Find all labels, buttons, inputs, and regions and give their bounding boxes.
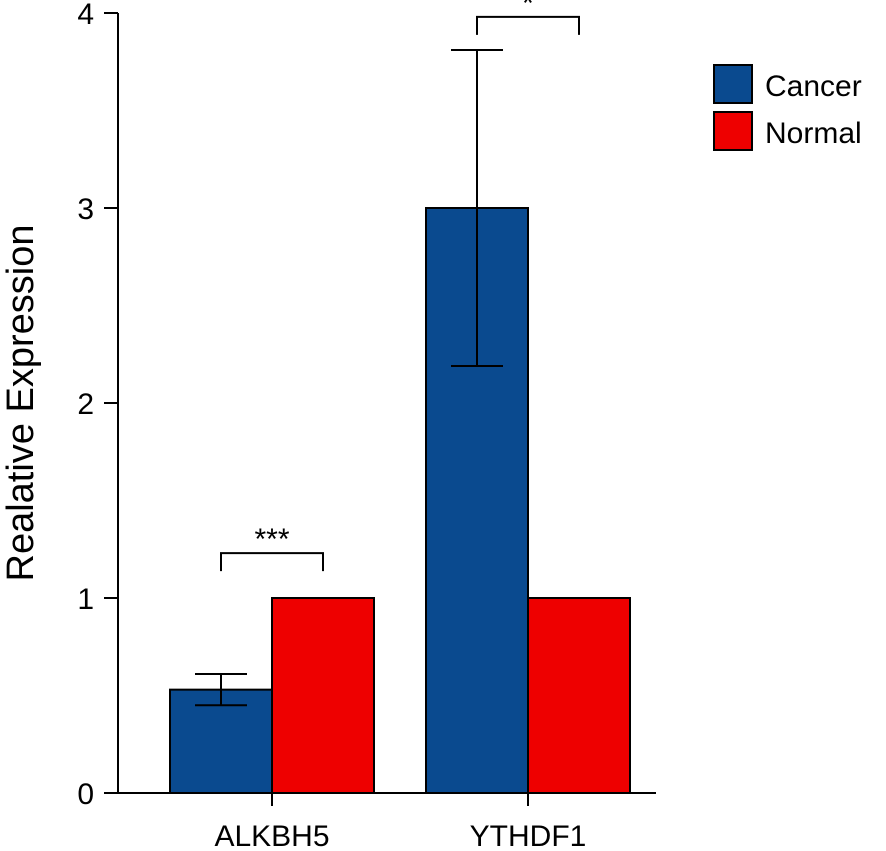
legend-swatch-normal: [713, 111, 753, 151]
legend-label-cancer: Cancer: [765, 70, 862, 103]
significance-bracket: [476, 15, 580, 35]
significance-brackets: ****: [220, 0, 580, 572]
significance-label: *: [522, 0, 534, 20]
y-tick-label: 0: [77, 778, 94, 811]
y-tick-label: 2: [77, 388, 94, 421]
x-tick-label: ALKBH5: [214, 820, 329, 851]
legend-swatch-cancer: [713, 64, 753, 104]
legend: Cancer Normal: [713, 64, 862, 151]
axes: 0 1 2 3 4 ALKBH5 YTHDF1: [77, 0, 656, 851]
legend-label-normal: Normal: [765, 117, 862, 150]
y-tick-label: 3: [77, 193, 94, 226]
bar-cancer-alkbh5: [169, 688, 273, 795]
y-tick-label: 4: [77, 0, 94, 31]
y-tick-label: 1: [77, 583, 94, 616]
bar-normal-alkbh5: [271, 597, 375, 794]
bar-normal-ythdf1: [527, 597, 631, 794]
significance-label: ***: [254, 523, 289, 556]
y-axis-label: Realative Expression: [0, 225, 42, 582]
error-bars: [195, 49, 503, 707]
x-tick-label: YTHDF1: [470, 820, 587, 851]
significance-bracket: [220, 552, 324, 572]
